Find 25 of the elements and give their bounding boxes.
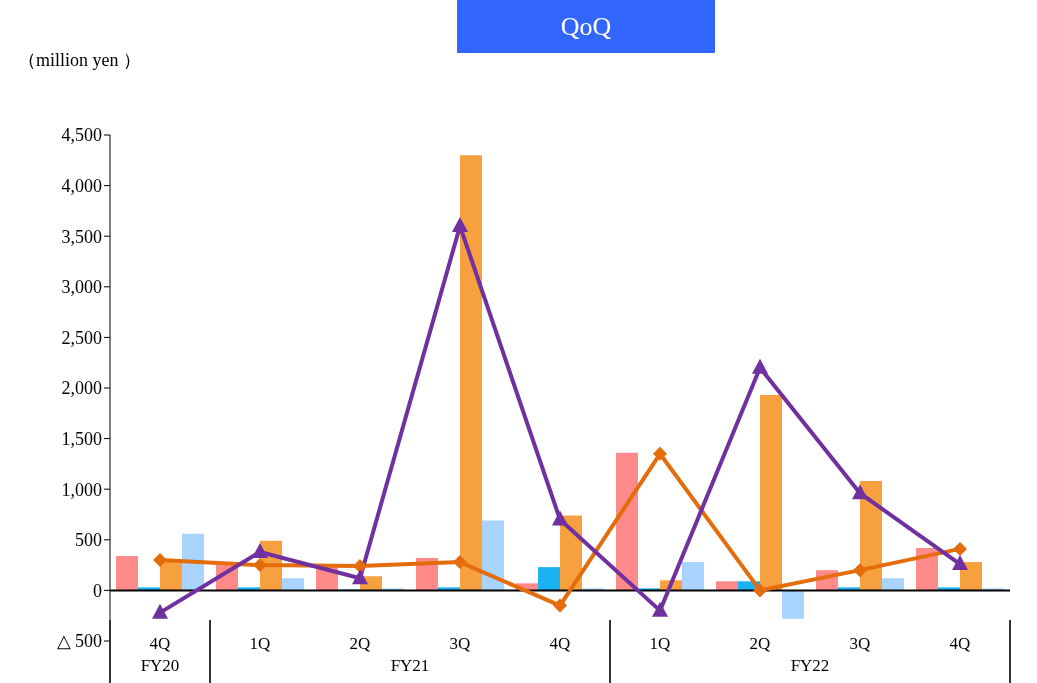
y-tick-label: 1,000 xyxy=(61,479,102,500)
chart-title: QoQ xyxy=(457,0,715,53)
y-tick-label: 4,500 xyxy=(61,125,102,146)
x-tick-label: 4Q xyxy=(949,634,971,654)
y-tick-label: 2,000 xyxy=(61,378,102,399)
x-tick-label: 3Q xyxy=(849,634,871,654)
x-tick-label: 2Q xyxy=(749,634,771,654)
y-tick-label: 4,000 xyxy=(61,175,102,196)
y-tick-label: 2,500 xyxy=(61,327,102,348)
x-tick-label: 4Q xyxy=(549,634,571,654)
y-tick-label: 500 xyxy=(75,530,102,551)
y-tick-label: 3,500 xyxy=(61,226,102,247)
text: FY20 xyxy=(139,656,181,676)
y-axis-title: （million yen ） xyxy=(18,49,141,72)
x-tick-label: 1Q xyxy=(649,634,671,654)
y-tick-label: △ 500 xyxy=(56,631,102,652)
y-tick-label: 0 xyxy=(93,580,102,601)
y-tick-label: 1,500 xyxy=(61,428,102,449)
text: FY22 xyxy=(789,656,831,676)
text: FY21 xyxy=(389,656,431,676)
x-tick-label: 4Q xyxy=(149,634,171,654)
x-tick-label: 1Q xyxy=(249,634,271,654)
x-tick-label: 3Q xyxy=(449,634,471,654)
x-tick-label: 2Q xyxy=(349,634,371,654)
y-tick-label: 3,000 xyxy=(61,277,102,298)
